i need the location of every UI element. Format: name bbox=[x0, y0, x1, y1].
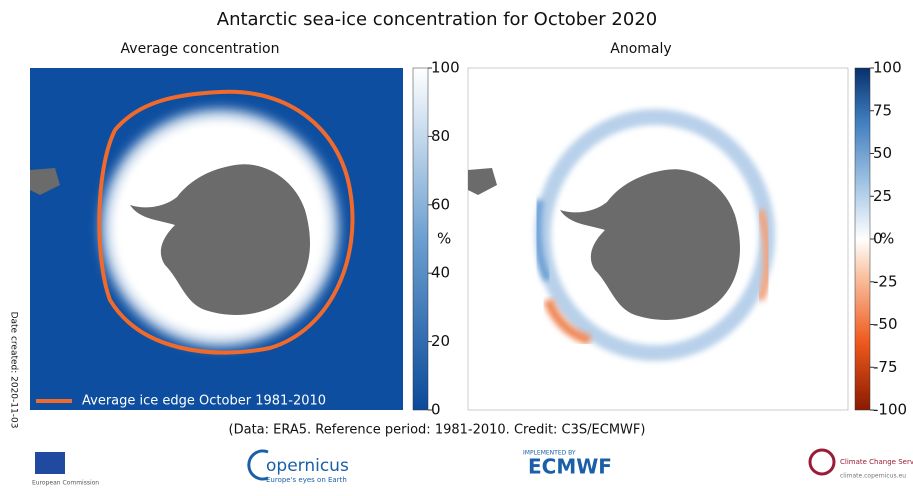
colorbar-tick-label: 50 bbox=[873, 144, 892, 162]
left-map: Average ice edge October 1981-2010 bbox=[30, 68, 403, 410]
subtitle: Anomaly bbox=[610, 41, 671, 57]
colorbar-tick-label: 25 bbox=[873, 187, 892, 205]
negative-anomaly bbox=[756, 208, 772, 302]
c3s-mark bbox=[808, 448, 836, 476]
legend-label: Average ice edge October 1981-2010 bbox=[82, 394, 326, 409]
colorbar bbox=[854, 67, 871, 411]
colorbar-tick-label: 100 bbox=[873, 59, 902, 77]
colorbar-tick-label: 60 bbox=[431, 195, 450, 213]
right-map bbox=[467, 67, 849, 411]
logo-text: European Commission bbox=[32, 480, 99, 487]
copernicus-mark bbox=[247, 449, 269, 481]
colorbar-tick-label: 80 bbox=[431, 127, 450, 145]
colorbar-tick-label: 0 bbox=[431, 401, 441, 419]
colorbar-tick-label: -25 bbox=[873, 272, 898, 290]
colorbar-tick-label: 100 bbox=[431, 59, 460, 77]
colorbar-tick-label: -50 bbox=[873, 315, 898, 333]
date-created: Date created: 2020-11-03 bbox=[9, 312, 19, 429]
land bbox=[30, 168, 60, 195]
land bbox=[468, 168, 497, 195]
title: Antarctic sea-ice concentration for Octo… bbox=[217, 9, 657, 30]
colorbar-tick-label: 75 bbox=[873, 101, 892, 119]
colorbar-unit: % bbox=[880, 230, 894, 248]
ice-edge bbox=[97, 89, 355, 355]
negative-anomaly bbox=[543, 298, 592, 345]
colorbar-tick-label: 40 bbox=[431, 264, 450, 282]
logo-text: climate.copernicus.eu bbox=[840, 473, 906, 480]
logo-text: Climate Change Service bbox=[840, 458, 913, 466]
subtitle: Average concentration bbox=[121, 41, 280, 57]
eu-flag bbox=[35, 452, 65, 474]
logo-text: opernicus bbox=[266, 456, 349, 476]
logo-text: IMPLEMENTED BY bbox=[523, 450, 576, 457]
credit: (Data: ERA5. Reference period: 1981-2010… bbox=[229, 423, 646, 438]
colorbar-tick-label: 0 bbox=[873, 230, 883, 248]
colorbar-tick-label: -100 bbox=[873, 401, 907, 419]
colorbar-tick-label: -75 bbox=[873, 358, 898, 376]
logo-text: ECMWF bbox=[528, 455, 612, 479]
colorbar bbox=[412, 67, 429, 411]
colorbar-unit: % bbox=[437, 230, 451, 248]
colorbar-tick-label: 20 bbox=[431, 332, 450, 350]
positive-anomaly bbox=[533, 199, 552, 282]
logo-text: Europe's eyes on Earth bbox=[266, 476, 347, 484]
